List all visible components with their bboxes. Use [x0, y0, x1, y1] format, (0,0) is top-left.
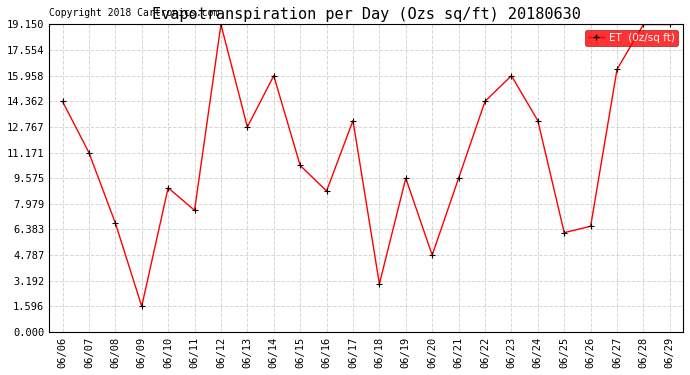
Text: Copyright 2018 Cartronics.com: Copyright 2018 Cartronics.com: [49, 8, 219, 18]
Legend: ET  (0z/sq ft): ET (0z/sq ft): [585, 30, 678, 46]
Title: Evapotranspiration per Day (Ozs sq/ft) 20180630: Evapotranspiration per Day (Ozs sq/ft) 2…: [152, 7, 580, 22]
